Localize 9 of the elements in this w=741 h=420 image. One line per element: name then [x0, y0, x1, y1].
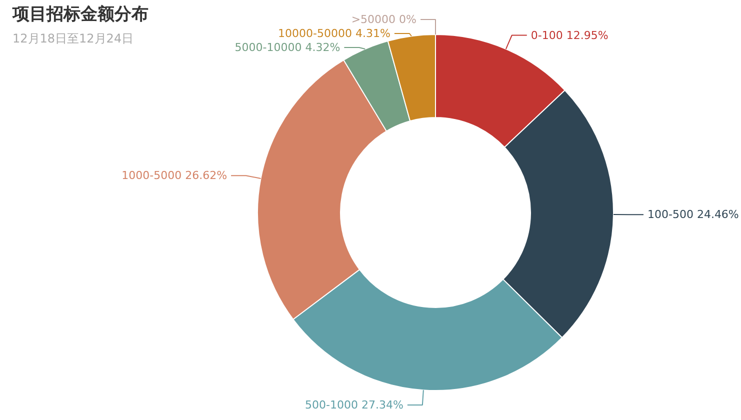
legend-label: >50000 0% [351, 13, 417, 26]
text: 12月18日至12月24日 [12, 32, 134, 46]
slice-label: 0-100 12.95% [530, 28, 608, 42]
slice-label: 500-1000 27.34% [305, 398, 404, 412]
slice-label: 100-500 24.46% [647, 208, 739, 222]
slice-label: 5000-10000 4.32% [234, 41, 340, 54]
slice-label: 1000-5000 26.62% [122, 169, 228, 182]
slice-label: 10000-50000 4.31% [278, 27, 390, 40]
chart-title: 项目招标金额分布 [12, 4, 148, 24]
